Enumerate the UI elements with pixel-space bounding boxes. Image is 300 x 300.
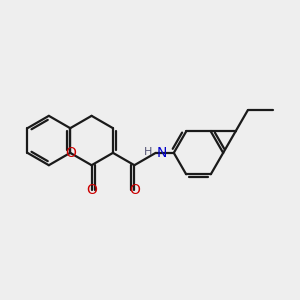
Text: O: O <box>129 183 140 197</box>
Text: H: H <box>144 147 152 157</box>
Text: O: O <box>86 183 97 197</box>
Text: O: O <box>65 146 76 160</box>
Text: N: N <box>157 146 167 160</box>
